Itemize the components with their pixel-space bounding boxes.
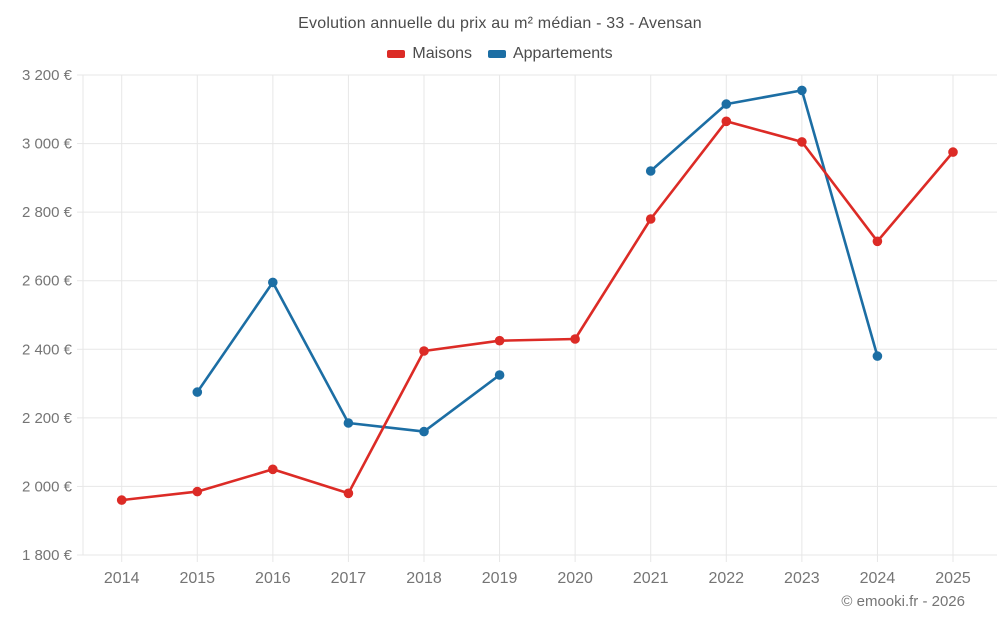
chart-legend: Maisons Appartements — [0, 45, 1000, 63]
y-axis-label: 3 200 € — [22, 67, 73, 84]
y-axis-label: 2 400 € — [22, 341, 73, 358]
y-axis-label: 2 800 € — [22, 204, 73, 221]
legend-label-maisons: Maisons — [412, 45, 472, 62]
data-point-appartements — [494, 370, 505, 380]
data-point-maisons — [343, 488, 354, 499]
maisons-series-swatch-icon — [387, 50, 406, 58]
series-line-appartements — [649, 89, 879, 358]
x-axis-label: 2023 — [784, 570, 820, 587]
x-axis-label: 2014 — [104, 570, 140, 587]
data-point-maisons — [721, 116, 732, 127]
data-point-appartements — [797, 85, 807, 96]
data-point-maisons — [116, 495, 127, 505]
data-point-maisons — [494, 335, 505, 346]
x-axis-label: 2017 — [331, 570, 367, 587]
x-axis-label: 2021 — [633, 570, 669, 587]
legend-item-maisons: Maisons — [387, 45, 472, 63]
series-line-maisons — [120, 120, 955, 502]
x-axis-label: 2016 — [255, 570, 291, 587]
x-axis-label: 2022 — [708, 570, 744, 587]
data-point-appartements — [268, 277, 278, 288]
y-axis-label: 1 800 € — [22, 547, 73, 564]
data-point-maisons — [570, 334, 580, 344]
data-point-maisons — [948, 147, 958, 157]
x-axis-label: 2020 — [557, 570, 593, 587]
data-point-maisons — [268, 464, 278, 475]
data-point-maisons — [419, 346, 429, 356]
data-point-maisons — [645, 214, 656, 224]
data-point-appartements — [419, 426, 429, 437]
chart-title: Evolution annuelle du prix au m² médian … — [298, 15, 702, 32]
y-axis-label: 3 000 € — [22, 136, 73, 153]
x-axis-label: 2024 — [860, 570, 896, 587]
y-axis-label: 2 000 € — [22, 478, 73, 495]
data-point-maisons — [797, 137, 807, 147]
y-axis-label: 2 600 € — [22, 273, 73, 290]
data-point-maisons — [192, 486, 203, 497]
legend-item-appartements: Appartements — [487, 45, 613, 63]
data-point-appartements — [192, 387, 203, 397]
x-axis-label: 2015 — [179, 570, 215, 587]
x-axis-label: 2025 — [935, 570, 971, 587]
data-point-appartements — [872, 351, 883, 361]
legend-label-appartements: Appartements — [512, 45, 613, 62]
data-point-appartements — [721, 99, 732, 109]
data-point-maisons — [872, 236, 883, 247]
x-axis-label: 2019 — [482, 570, 518, 587]
y-axis-label: 2 200 € — [22, 410, 73, 427]
data-point-appartements — [343, 418, 354, 428]
appartements-series-swatch-icon — [487, 50, 506, 58]
copyright-watermark: © emooki.fr - 2026 — [841, 593, 965, 610]
x-axis-label: 2018 — [406, 570, 442, 587]
data-point-appartements — [645, 166, 656, 176]
